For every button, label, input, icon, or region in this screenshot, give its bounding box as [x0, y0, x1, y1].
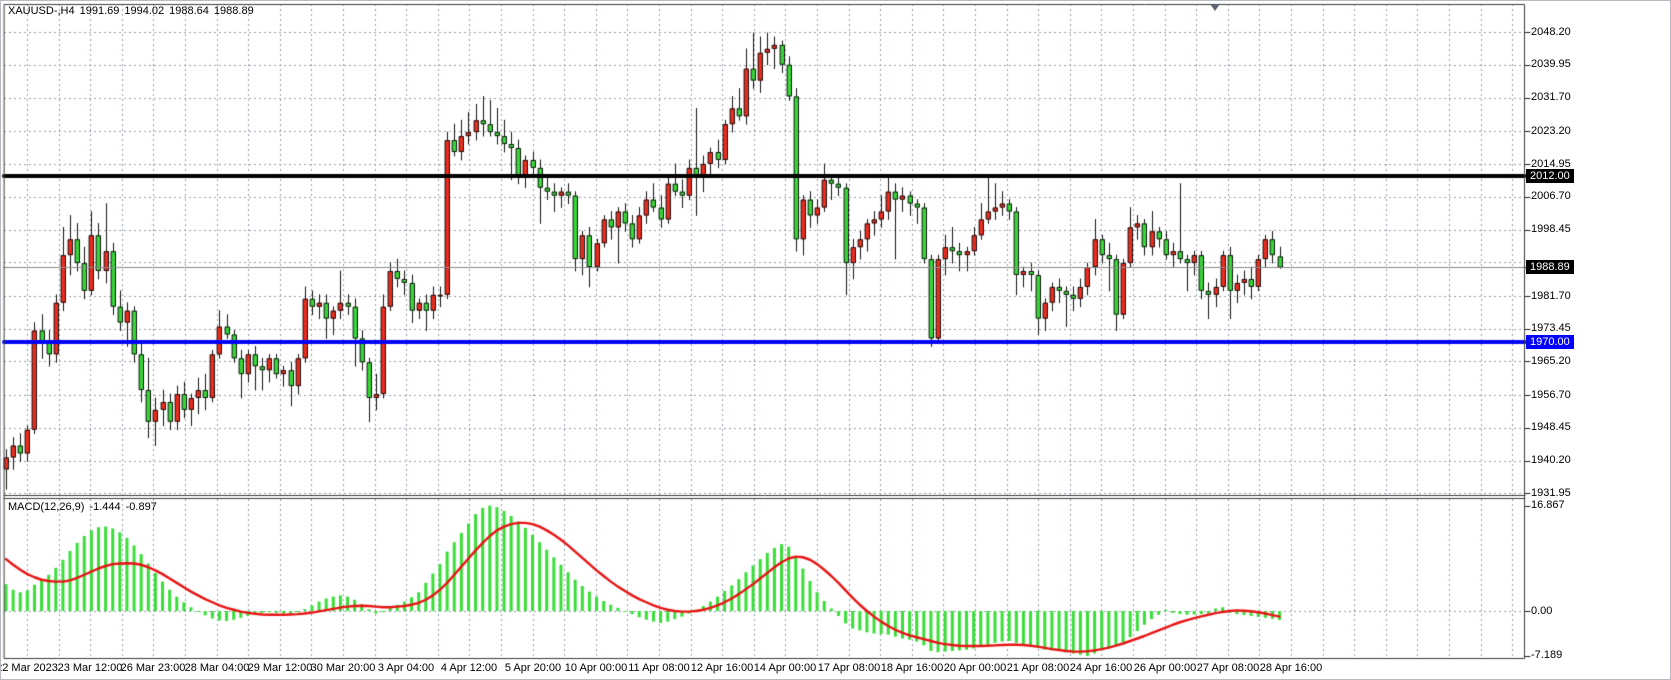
time-axis-label: 14 Apr 00:00	[753, 662, 817, 674]
time-axis-label: 24 Apr 16:00	[1069, 662, 1133, 674]
time-axis-label: 21 Apr 08:00	[1006, 662, 1070, 674]
macd-indicator-label: MACD(12,26,9) -1.444 -0.897	[8, 501, 162, 513]
time-axis-label: 22 Mar 2023	[0, 662, 58, 674]
time-axis-label: 17 Apr 08:00	[817, 662, 881, 674]
price-line-badge: 1970.00	[1526, 335, 1574, 350]
time-axis-label: 11 Apr 08:00	[628, 662, 690, 674]
price-line-badge: 1988.89	[1526, 260, 1574, 275]
price-axis-label: 2006.70	[1531, 190, 1571, 203]
ohlc-close-value: 1988.89	[213, 5, 254, 17]
time-axis-label: 20 Apr 00:00	[943, 662, 1007, 674]
macd-main-value: -1.444	[89, 501, 121, 513]
time-axis-label: 28 Mar 04:00	[184, 662, 250, 674]
macd-axis-label: 16.867	[1531, 499, 1565, 512]
chart-shift-marker-icon[interactable]	[1210, 4, 1220, 11]
time-axis-label: 3 Apr 04:00	[377, 662, 435, 674]
price-line-badge: 2012.00	[1526, 168, 1574, 183]
ohlc-high-value: 1994.02	[124, 5, 165, 17]
macd-name: MACD(12,26,9)	[8, 501, 85, 513]
time-axis-label: 26 Apr 00:00	[1133, 662, 1197, 674]
price-axis-label: 2023.20	[1531, 124, 1571, 137]
ohlc-low-value: 1988.64	[169, 5, 209, 17]
price-axis-label: 1981.70	[1531, 289, 1571, 302]
time-axis-label: 12 Apr 16:00	[690, 662, 754, 674]
time-axis-label: 10 Apr 00:00	[564, 662, 628, 674]
price-axis-label: 1973.45	[1531, 322, 1571, 335]
price-axis-label: 1931.95	[1531, 486, 1571, 499]
price-axis-label: 2031.70	[1531, 91, 1571, 104]
price-axis-label: 1956.70	[1531, 388, 1571, 401]
macd-axis-label: 0.00	[1531, 604, 1553, 617]
time-axis-label: 30 Mar 20:00	[310, 662, 376, 674]
price-axis-label: 2039.95	[1531, 58, 1571, 71]
price-axis-label: 2048.20	[1531, 25, 1571, 38]
time-axis-label: 26 Mar 23:00	[120, 662, 186, 674]
price-axis-label: 2014.95	[1531, 157, 1571, 170]
price-axis-label: 1965.20	[1531, 354, 1571, 367]
time-axis-label: 5 Apr 20:00	[504, 662, 562, 674]
time-axis-label: 23 Mar 12:00	[57, 662, 123, 674]
price-axis-label: 1940.20	[1531, 454, 1571, 467]
ohlc-open-value: 1991.69	[79, 5, 120, 17]
time-axis-label: 29 Mar 12:00	[247, 662, 313, 674]
time-axis-label: 27 Apr 08:00	[1196, 662, 1260, 674]
time-axis-label: 18 Apr 16:00	[880, 662, 944, 674]
macd-axis-label: -7.189	[1531, 649, 1563, 662]
time-axis-label: 4 Apr 12:00	[440, 662, 498, 674]
chart-title: XAUUSD-,H4 1991.69 1994.02 1988.64 1988.89	[8, 5, 259, 17]
price-axis-label: 1998.45	[1531, 223, 1571, 236]
macd-signal-value: -0.897	[125, 501, 157, 513]
price-axis-label: 1948.45	[1531, 421, 1571, 434]
time-axis-label: 28 Apr 16:00	[1259, 662, 1323, 674]
symbol-timeframe-label: XAUUSD-,H4	[8, 5, 75, 17]
